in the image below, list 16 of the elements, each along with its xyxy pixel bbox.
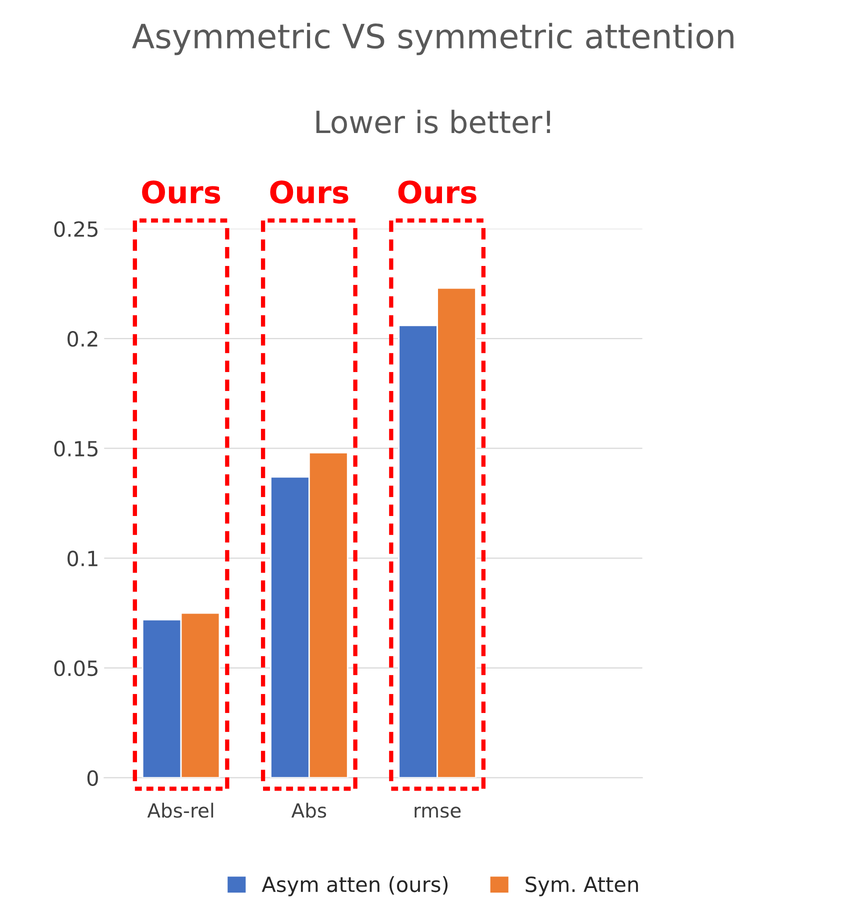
y-tick-label: 0.1 bbox=[68, 550, 98, 566]
chart-subtitle: Lower is better! bbox=[316, 110, 550, 134]
y-tick-label: 0.2 bbox=[68, 331, 98, 347]
y-tick-label: 0 bbox=[87, 770, 98, 786]
x-tick-label: Abs bbox=[291, 802, 326, 818]
legend-label: Asym atten (ours) bbox=[262, 876, 448, 896]
x-tick-label: rmse bbox=[414, 806, 461, 818]
text: Ours bbox=[142, 180, 220, 204]
text: Ours bbox=[270, 180, 348, 204]
y-tick-label: 0.05 bbox=[54, 660, 98, 676]
x-tick-label: Abs-rel bbox=[147, 802, 214, 818]
chart-title: Asymmetric VS symmetric attention bbox=[132, 22, 734, 56]
text: Ours bbox=[398, 180, 476, 204]
y-tick-label: 0.25 bbox=[54, 221, 98, 237]
y-tick-label: 0.15 bbox=[54, 440, 98, 457]
legend-label: Sym. Atten bbox=[526, 876, 638, 896]
